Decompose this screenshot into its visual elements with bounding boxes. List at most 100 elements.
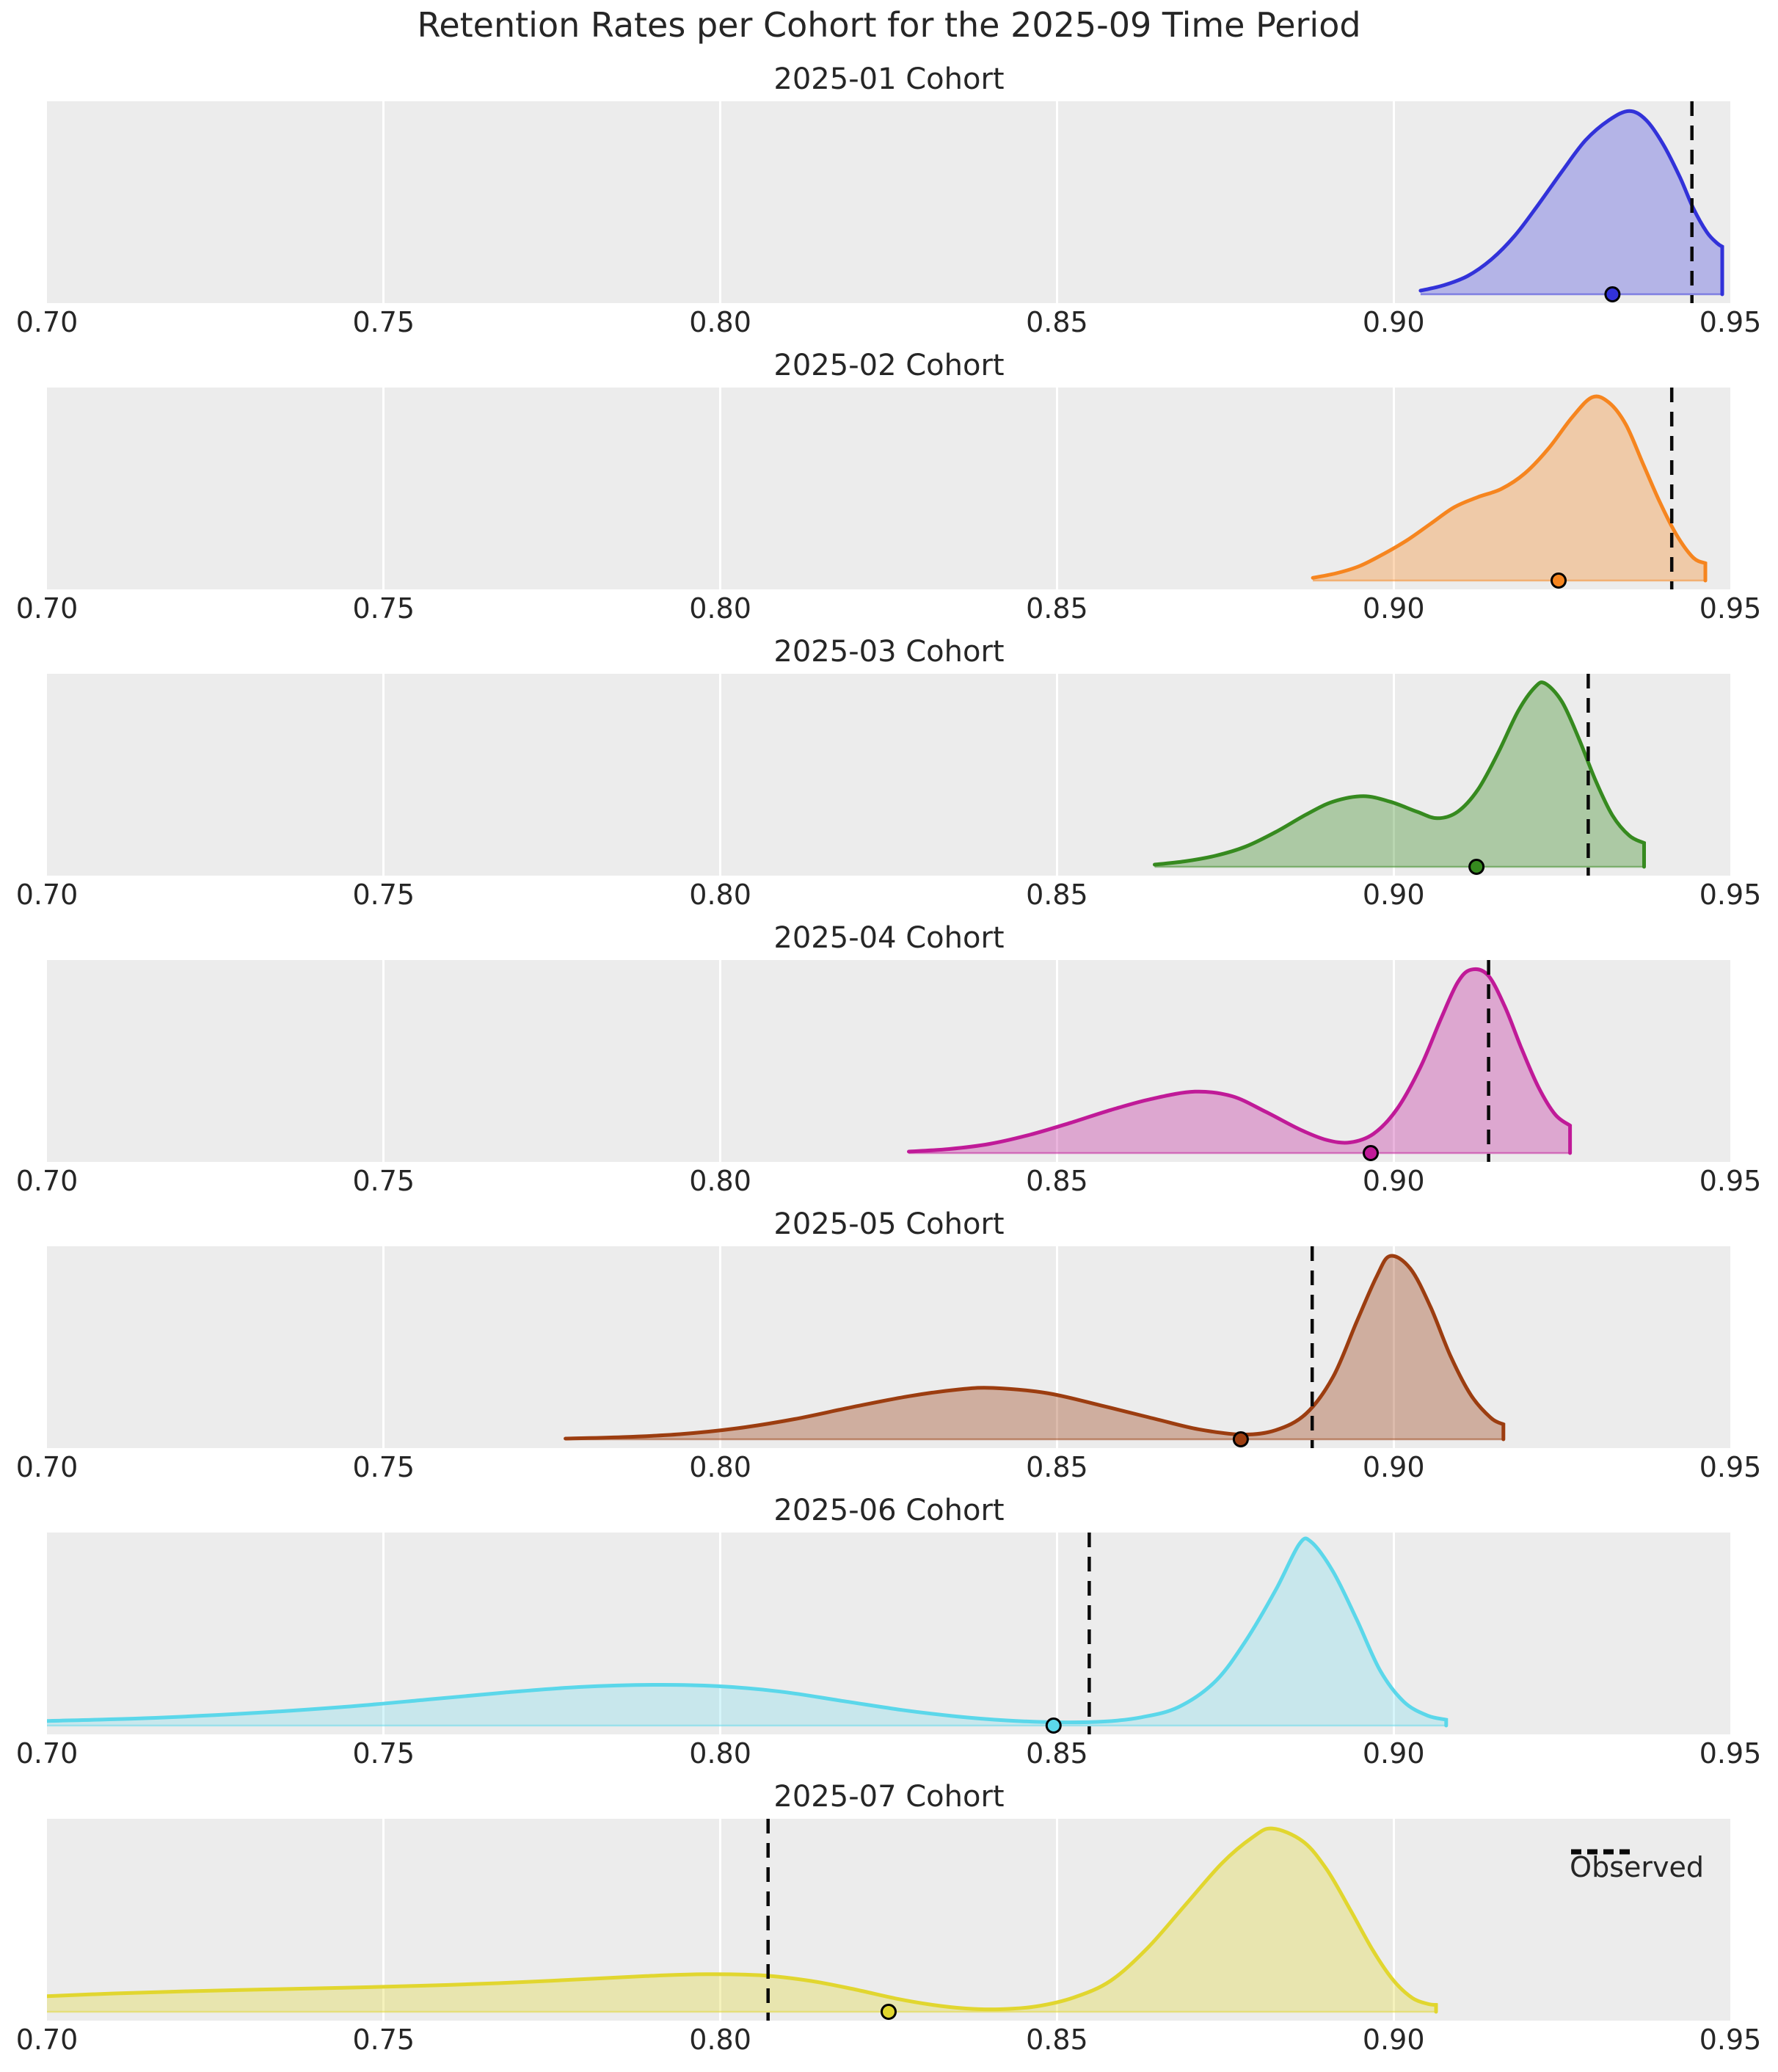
gridline (1392, 674, 1395, 876)
density-layer (1418, 101, 1724, 303)
cohort-panel-2025-02: 2025-02 Cohort 0.70 0.75 0.80 0.85 0.90 0.95 (0, 346, 1778, 625)
x-tick-label: 0.85 (1026, 592, 1088, 625)
gridline (1055, 674, 1058, 876)
density-fill (565, 1255, 1504, 1439)
density-curve (1418, 109, 1724, 297)
x-tick-label: 0.80 (689, 592, 751, 625)
x-tick-label: 0.90 (1362, 1165, 1425, 1197)
x-tick-label: 0.95 (1699, 1737, 1762, 1770)
x-tick-label: 0.75 (352, 1737, 415, 1770)
gridline (382, 1246, 385, 1448)
x-tick-label: 0.85 (1026, 1737, 1088, 1770)
density-curve (1153, 680, 1646, 869)
x-tick-label: 0.70 (15, 1737, 79, 1770)
plot-area: Observed (47, 1819, 1730, 2021)
sample-dot (1363, 1145, 1379, 1161)
x-tick-label: 0.80 (689, 1451, 751, 1483)
density-curve (564, 1254, 1506, 1442)
density-curve (1311, 394, 1708, 583)
gridline (719, 1246, 722, 1448)
x-tick-label: 0.90 (1362, 306, 1425, 338)
gridline (719, 1819, 722, 2021)
x-tick-label: 0.85 (1026, 1451, 1088, 1483)
plot-area (47, 1533, 1730, 1734)
panel-title: 2025-01 Cohort (773, 62, 1005, 96)
plot-area (47, 388, 1730, 589)
gridline (1055, 1819, 1058, 2021)
x-tick-label: 0.95 (1699, 592, 1762, 625)
x-tick-label: 0.90 (1362, 592, 1425, 625)
x-tick-label: 0.80 (689, 2024, 751, 2056)
x-axis-ticks: 0.70 0.75 0.80 0.85 0.90 0.95 (0, 2021, 1778, 2056)
x-tick-label: 0.70 (15, 1165, 79, 1197)
gridline (1392, 1533, 1395, 1734)
x-tick-label: 0.75 (352, 2024, 415, 2056)
sample-dot (1232, 1431, 1249, 1447)
x-axis-ticks: 0.70 0.75 0.80 0.85 0.90 0.95 (0, 1734, 1778, 1770)
gridline (1392, 388, 1395, 589)
x-tick-label: 0.75 (352, 306, 415, 338)
x-tick-label: 0.75 (352, 879, 415, 911)
gridline (1392, 1246, 1395, 1448)
gridline (382, 674, 385, 876)
gridline (719, 1533, 722, 1734)
plot-area (47, 674, 1730, 876)
plot-area (47, 960, 1730, 1162)
x-axis-ticks: 0.70 0.75 0.80 0.85 0.90 0.95 (0, 589, 1778, 625)
panel-title: 2025-02 Cohort (773, 349, 1005, 382)
x-tick-label: 0.95 (1699, 2024, 1762, 2056)
x-tick-label: 0.75 (352, 592, 415, 625)
cohort-panel-2025-05: 2025-05 Cohort 0.70 0.75 0.80 0.85 0.90 0.95 (0, 1205, 1778, 1483)
density-curve (47, 1536, 1449, 1728)
x-tick-label: 0.85 (1026, 306, 1088, 338)
sample-dot (1551, 572, 1567, 589)
cohort-panel-2025-03: 2025-03 Cohort 0.70 0.75 0.80 0.85 0.90 0.95 (0, 633, 1778, 911)
density-fill (1420, 111, 1722, 294)
x-tick-label: 0.70 (15, 306, 79, 338)
gridline (1055, 388, 1058, 589)
cohort-panel-2025-07: 2025-07 Cohort Observed 0.70 0.75 0.80 0.85 0.… (0, 1778, 1778, 2056)
density-layer (47, 1819, 1438, 2021)
x-tick-label: 0.75 (352, 1451, 415, 1483)
cohort-panel-2025-06: 2025-06 Cohort 0.70 0.75 0.80 0.85 0.90 0.95 (0, 1491, 1778, 1770)
gridline (719, 960, 722, 1162)
x-tick-label: 0.90 (1362, 879, 1425, 911)
density-curve (47, 1826, 1438, 2014)
legend-label: Observed (1570, 1851, 1704, 1883)
gridline (719, 388, 722, 589)
density-fill (908, 969, 1570, 1153)
plot-area (47, 1246, 1730, 1448)
x-tick-label: 0.90 (1362, 2024, 1425, 2056)
x-tick-label: 0.90 (1362, 1737, 1425, 1770)
gridline (1392, 101, 1395, 303)
cohort-panel-2025-04: 2025-04 Cohort 0.70 0.75 0.80 0.85 0.90 0.95 (0, 919, 1778, 1197)
gridline (382, 1533, 385, 1734)
gridline (382, 388, 385, 589)
gridline (1055, 1533, 1058, 1734)
x-tick-label: 0.80 (689, 1165, 751, 1197)
x-tick-label: 0.70 (15, 592, 79, 625)
density-fill (1154, 682, 1644, 867)
gridline (382, 960, 385, 1162)
x-axis-ticks: 0.70 0.75 0.80 0.85 0.90 0.95 (0, 1448, 1778, 1483)
gridline (719, 674, 722, 876)
x-tick-label: 0.95 (1699, 306, 1762, 338)
gridline (1392, 1819, 1395, 2021)
x-axis-ticks: 0.70 0.75 0.80 0.85 0.90 0.95 (0, 876, 1778, 911)
x-tick-label: 0.95 (1699, 879, 1762, 911)
gridline (719, 101, 722, 303)
panel-title: 2025-03 Cohort (773, 635, 1005, 669)
x-tick-label: 0.75 (352, 1165, 415, 1197)
density-layer (1153, 674, 1646, 876)
gridline (382, 101, 385, 303)
panel-title: 2025-04 Cohort (773, 921, 1005, 955)
density-layer (564, 1246, 1506, 1448)
density-fill (47, 1538, 1446, 1726)
x-tick-label: 0.80 (689, 879, 751, 911)
gridline (1055, 1246, 1058, 1448)
x-tick-label: 0.70 (15, 879, 79, 911)
sample-dot (1468, 859, 1485, 875)
density-layer (907, 960, 1573, 1162)
gridline (382, 1819, 385, 2021)
cohort-panel-2025-01: 2025-01 Cohort 0.70 0.75 0.80 0.85 0.90 0.95 (0, 60, 1778, 338)
